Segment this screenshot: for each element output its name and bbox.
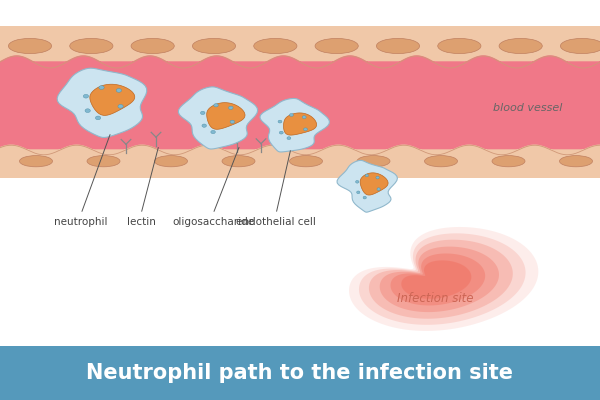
Ellipse shape — [230, 120, 235, 124]
Bar — [0, 62, 600, 150]
Ellipse shape — [99, 86, 104, 90]
Ellipse shape — [87, 156, 120, 167]
Ellipse shape — [85, 109, 91, 112]
Ellipse shape — [363, 196, 367, 199]
Ellipse shape — [8, 38, 52, 54]
Ellipse shape — [193, 38, 236, 54]
Ellipse shape — [214, 104, 218, 107]
Polygon shape — [90, 84, 135, 115]
Ellipse shape — [560, 38, 600, 54]
Ellipse shape — [211, 130, 215, 134]
Polygon shape — [380, 246, 499, 312]
Polygon shape — [369, 240, 513, 319]
Polygon shape — [401, 260, 472, 299]
Ellipse shape — [118, 104, 123, 108]
Ellipse shape — [290, 114, 293, 116]
Text: Infection site: Infection site — [397, 292, 473, 304]
Polygon shape — [207, 103, 245, 129]
Ellipse shape — [70, 38, 113, 54]
Text: endothelial cell: endothelial cell — [236, 217, 316, 227]
Ellipse shape — [278, 120, 282, 123]
Polygon shape — [391, 254, 485, 306]
Ellipse shape — [315, 38, 358, 54]
Text: lectin: lectin — [127, 217, 155, 227]
Ellipse shape — [356, 191, 360, 194]
Ellipse shape — [377, 188, 380, 190]
Ellipse shape — [304, 128, 307, 131]
Text: neutrophil: neutrophil — [54, 217, 108, 227]
Ellipse shape — [290, 156, 323, 167]
Ellipse shape — [19, 156, 53, 167]
Ellipse shape — [254, 38, 297, 54]
Ellipse shape — [202, 124, 206, 127]
Ellipse shape — [222, 156, 255, 167]
Ellipse shape — [302, 116, 306, 118]
Bar — [0, 150, 600, 178]
Polygon shape — [349, 227, 538, 331]
Text: Neutrophil path to the infection site: Neutrophil path to the infection site — [86, 363, 514, 383]
Ellipse shape — [83, 94, 89, 98]
Polygon shape — [359, 233, 526, 325]
Polygon shape — [260, 98, 329, 152]
Polygon shape — [337, 160, 397, 212]
Ellipse shape — [376, 176, 379, 179]
Text: oligosaccharide: oligosaccharide — [172, 217, 254, 227]
Ellipse shape — [365, 174, 368, 177]
Ellipse shape — [376, 38, 419, 54]
Ellipse shape — [116, 88, 122, 92]
Bar — [0, 346, 600, 400]
Polygon shape — [57, 68, 147, 138]
Ellipse shape — [280, 131, 283, 134]
Ellipse shape — [95, 116, 101, 120]
Ellipse shape — [492, 156, 525, 167]
Ellipse shape — [131, 38, 174, 54]
Ellipse shape — [287, 137, 291, 140]
Ellipse shape — [560, 156, 593, 167]
Polygon shape — [178, 87, 257, 149]
Polygon shape — [284, 113, 317, 135]
Ellipse shape — [357, 156, 390, 167]
Ellipse shape — [154, 156, 187, 167]
Text: blood vessel: blood vessel — [493, 103, 563, 113]
Ellipse shape — [356, 180, 359, 183]
Ellipse shape — [200, 111, 205, 114]
Ellipse shape — [438, 38, 481, 54]
Ellipse shape — [499, 38, 542, 54]
Bar — [0, 26, 600, 62]
Ellipse shape — [229, 106, 233, 110]
Polygon shape — [360, 173, 388, 195]
Ellipse shape — [424, 156, 458, 167]
